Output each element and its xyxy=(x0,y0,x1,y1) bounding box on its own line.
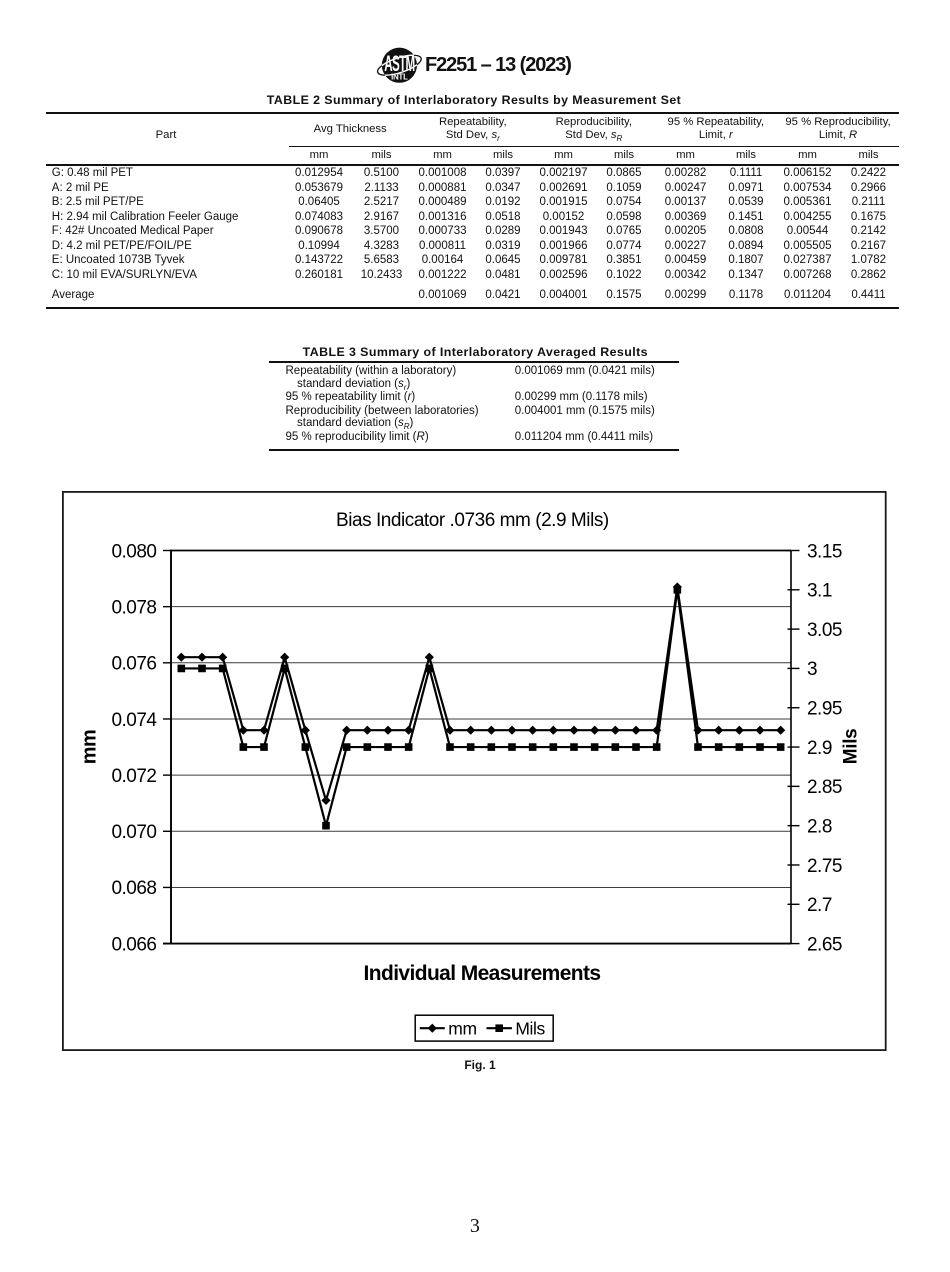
svg-text:2.8: 2.8 xyxy=(807,816,832,837)
svg-text:mm: mm xyxy=(448,1018,476,1038)
svg-text:0.080: 0.080 xyxy=(111,541,156,562)
svg-text:2.95: 2.95 xyxy=(807,699,842,720)
svg-text:3.15: 3.15 xyxy=(807,541,842,562)
svg-text:INTL: INTL xyxy=(391,73,408,82)
svg-text:2.7: 2.7 xyxy=(807,895,832,916)
svg-text:2.9: 2.9 xyxy=(807,738,832,759)
svg-text:Mils: Mils xyxy=(841,729,862,765)
svg-text:mm: mm xyxy=(78,730,100,765)
svg-text:0.066: 0.066 xyxy=(111,934,156,955)
svg-text:0.068: 0.068 xyxy=(111,878,156,899)
svg-text:0.078: 0.078 xyxy=(111,597,156,618)
svg-text:2.85: 2.85 xyxy=(807,777,842,798)
svg-text:0.072: 0.072 xyxy=(111,766,156,787)
svg-text:0.070: 0.070 xyxy=(111,822,156,843)
svg-text:3.05: 3.05 xyxy=(807,620,842,641)
svg-text:2.65: 2.65 xyxy=(807,934,842,955)
svg-text:0.074: 0.074 xyxy=(111,710,156,731)
svg-text:3: 3 xyxy=(807,659,817,680)
svg-text:0.076: 0.076 xyxy=(111,654,156,675)
svg-text:Bias Indicator .0736 mm (2.9 M: Bias Indicator .0736 mm (2.9 Mils) xyxy=(336,510,609,531)
svg-text:Mils: Mils xyxy=(515,1018,545,1038)
svg-text:2.75: 2.75 xyxy=(807,856,842,877)
svg-text:3.1: 3.1 xyxy=(807,581,832,602)
svg-text:Individual Measurements: Individual Measurements xyxy=(364,962,601,985)
